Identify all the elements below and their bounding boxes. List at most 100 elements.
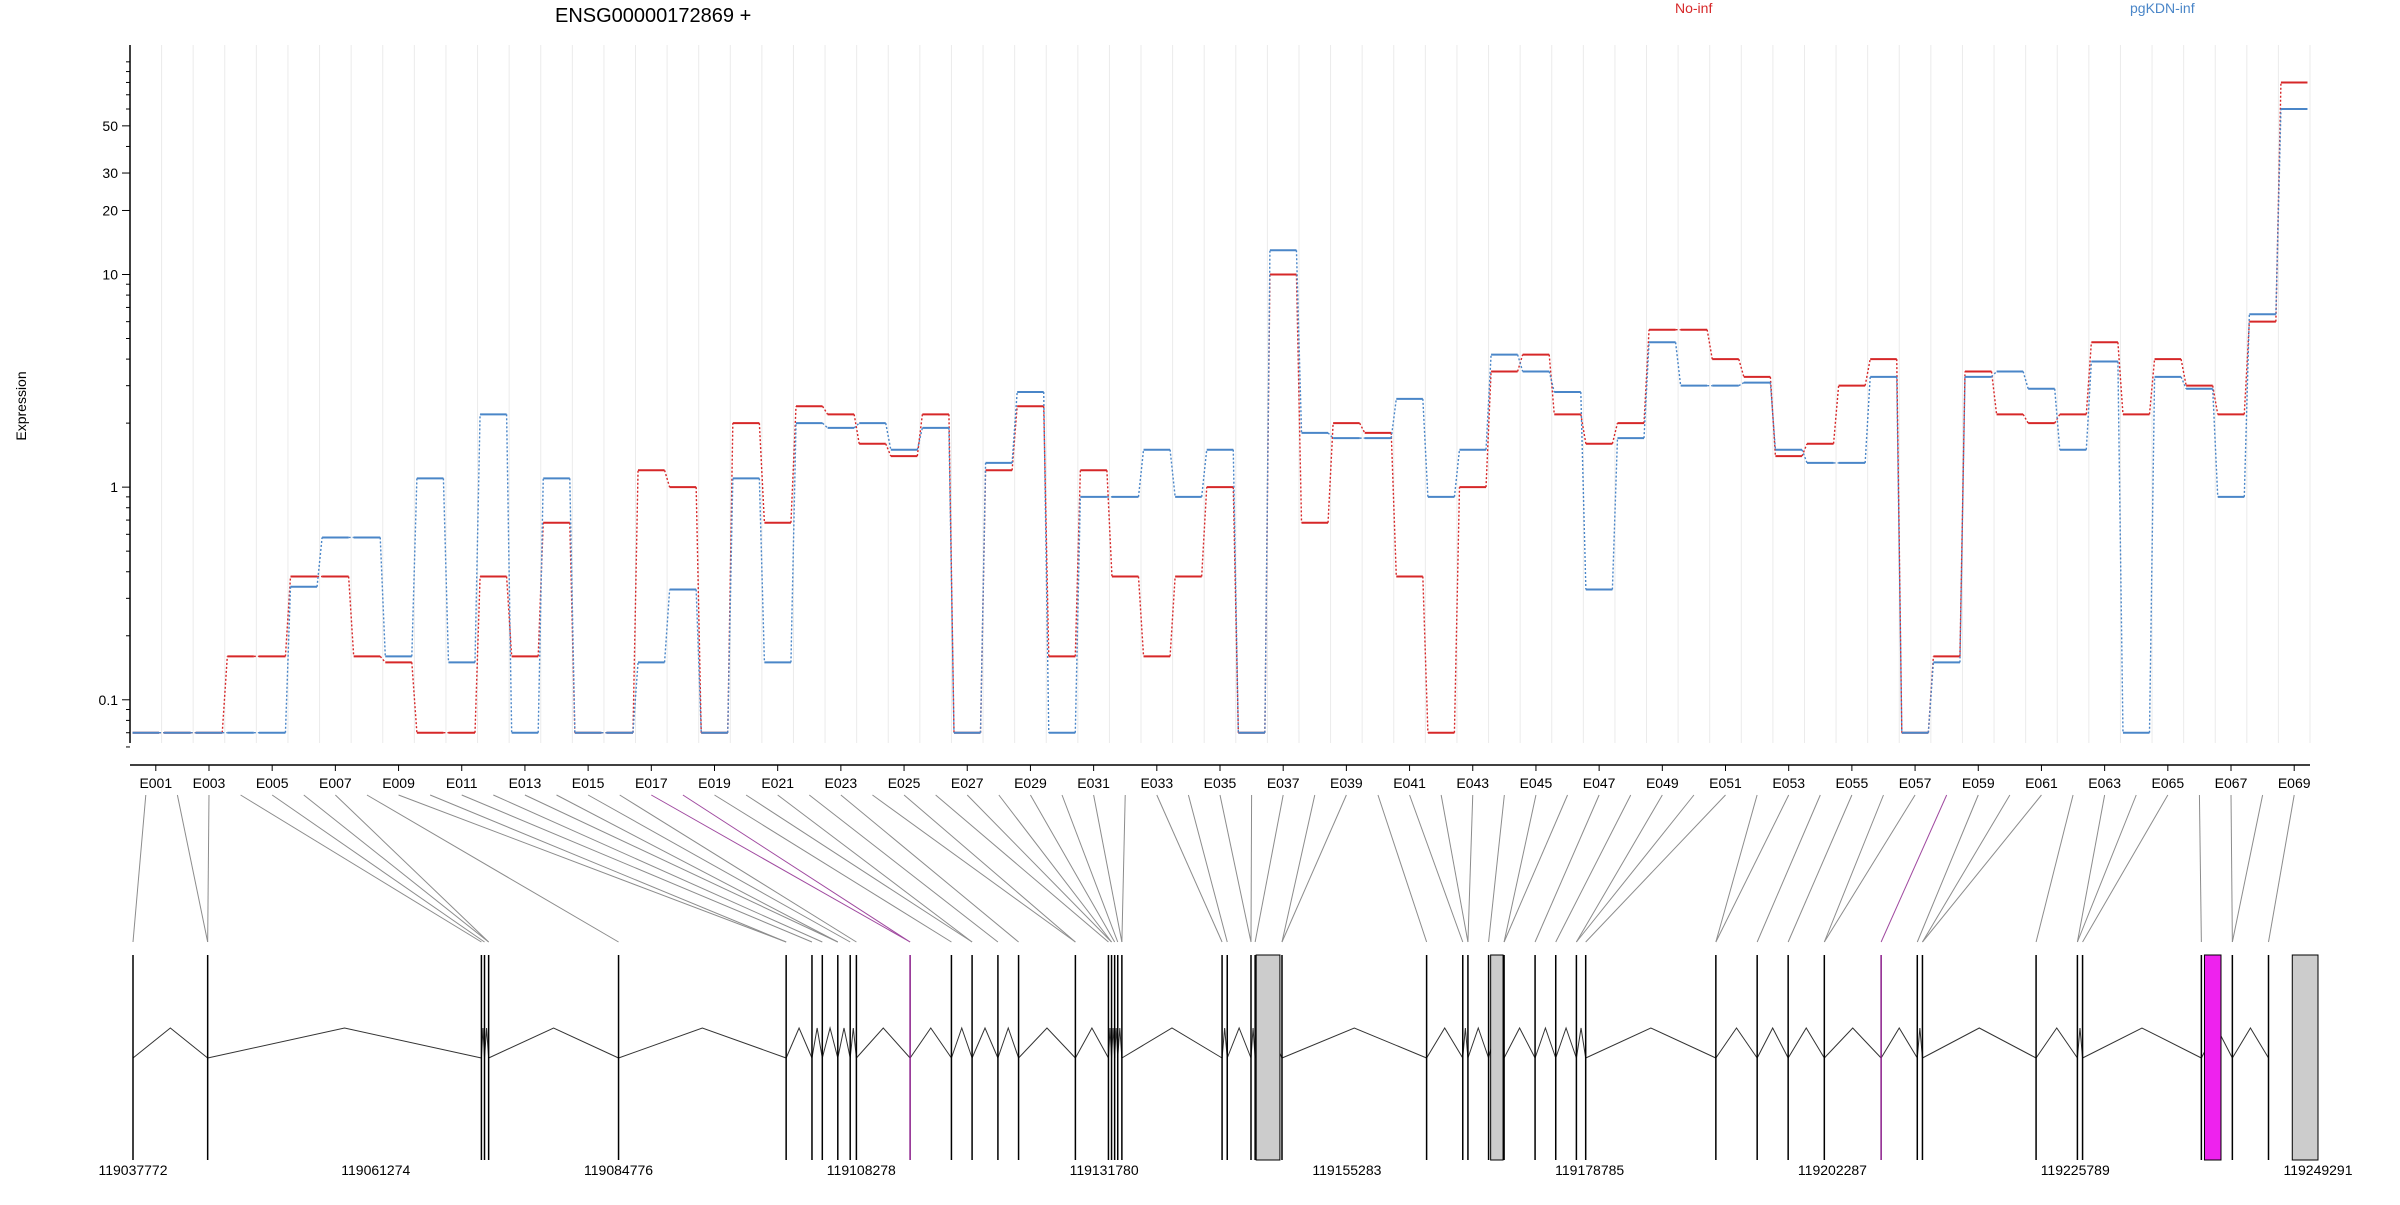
intron xyxy=(207,1027,482,1059)
exon-connector-line xyxy=(556,794,839,943)
exon-connector xyxy=(1738,382,1745,387)
exon-connector-line xyxy=(935,794,1109,943)
exon-connector-line xyxy=(1219,794,1252,943)
genomic-tick-label: 119155283 xyxy=(1312,1162,1381,1178)
exon-connector xyxy=(916,414,924,457)
exon-connector-line xyxy=(808,794,999,943)
intron xyxy=(1880,1027,1918,1059)
exon-label: E059 xyxy=(1962,775,1995,791)
exon-connector-line xyxy=(1377,794,1428,943)
exon-connector xyxy=(1738,358,1745,378)
exon-connector xyxy=(1611,438,1619,590)
exon-connector xyxy=(758,423,766,523)
exon-label: E067 xyxy=(2215,775,2248,791)
exon-connector xyxy=(1864,358,1871,386)
intron xyxy=(2082,1027,2202,1059)
intron xyxy=(1787,1027,1825,1059)
exon-label: E063 xyxy=(2088,775,2121,791)
exon-connector xyxy=(1422,398,1429,497)
exon-connector-line xyxy=(1281,794,1347,943)
exon-connector xyxy=(1832,385,1840,444)
exon-connector-line xyxy=(1922,794,2042,943)
exon-connector-line xyxy=(1576,794,1695,943)
exon-connector xyxy=(1074,470,1082,657)
exon-box xyxy=(2203,954,2222,1161)
intron xyxy=(2035,1027,2078,1059)
exon-connector-line xyxy=(240,794,482,943)
exon-connector xyxy=(474,414,481,663)
exon-connector-line xyxy=(398,794,787,943)
exon-connector-line xyxy=(619,794,857,943)
exon-connector-line xyxy=(2035,794,2074,943)
exon-connector-line xyxy=(682,794,911,943)
intron xyxy=(618,1027,787,1059)
intron xyxy=(950,1026,973,1059)
exon-connector xyxy=(1074,496,1082,733)
exon-connector-line xyxy=(1467,794,1474,943)
exon-connector-line xyxy=(1409,794,1464,943)
y-tick-label: 50 xyxy=(102,118,118,134)
exon-connector-line xyxy=(1823,794,1916,943)
exon-connector-line xyxy=(524,794,839,943)
exon-connector xyxy=(505,414,513,733)
exon-connector xyxy=(948,427,955,733)
exon-label: E035 xyxy=(1204,775,1237,791)
exon-label: E057 xyxy=(1899,775,1932,791)
exon-label: E041 xyxy=(1393,775,1426,791)
exon-label: E049 xyxy=(1646,775,1679,791)
y-tick-label: 30 xyxy=(102,165,118,181)
exon-connector xyxy=(663,470,671,488)
intron xyxy=(837,1027,851,1059)
exon-connector xyxy=(221,656,229,733)
exon-connector-line xyxy=(1555,794,1632,943)
y-tick-label: 1 xyxy=(110,479,118,495)
intron xyxy=(1018,1027,1076,1059)
exon-connector xyxy=(1990,371,1998,415)
exon-connector xyxy=(790,406,797,523)
exon-connector-line xyxy=(1187,794,1228,943)
exon-connector-line xyxy=(1093,794,1123,943)
exon-connector xyxy=(1327,432,1334,439)
exon-connector-line xyxy=(1281,794,1316,943)
exon-connector xyxy=(758,478,766,663)
exon-label: E055 xyxy=(1836,775,1869,791)
exon-connector xyxy=(695,487,702,733)
exon-connector xyxy=(1548,371,1555,393)
y-tick-label: 10 xyxy=(102,266,118,282)
intron xyxy=(1922,1027,2037,1059)
exon-label: E053 xyxy=(1772,775,1805,791)
intron xyxy=(1467,1026,1490,1059)
exon-connector xyxy=(2180,358,2187,386)
exon-connector xyxy=(1706,329,1713,360)
exon-connector-line xyxy=(2076,794,2106,943)
exon-connector xyxy=(1959,376,1966,663)
exon-connector-line xyxy=(1823,794,1884,943)
exon-connector-line xyxy=(1756,794,1821,943)
exon-connector xyxy=(1959,371,1966,657)
exon-label: E061 xyxy=(2025,775,2058,791)
exon-connector-line xyxy=(176,794,209,943)
exon-connector xyxy=(347,576,355,657)
intron xyxy=(821,1026,839,1059)
exon-connector xyxy=(2085,361,2093,450)
intron xyxy=(2076,1027,2084,1059)
series-no-inf xyxy=(132,81,2308,734)
exon-connector-line xyxy=(651,794,911,943)
exon-connector-line xyxy=(998,794,1112,943)
exon-connector-line xyxy=(1715,794,1790,943)
exon-connector xyxy=(1137,576,1145,657)
intron xyxy=(1462,1027,1469,1059)
exon-connector xyxy=(2148,376,2156,733)
grid-lines xyxy=(129,45,2311,743)
exon-connector xyxy=(2243,314,2251,497)
exon-connector xyxy=(1896,376,1903,733)
exon-connector xyxy=(1485,371,1492,488)
intron xyxy=(1074,1026,1109,1059)
exon-connector xyxy=(1043,406,1050,657)
exon-connector-line xyxy=(1503,794,1537,943)
exon-connector-line xyxy=(1880,794,1948,943)
intron xyxy=(997,1026,1020,1059)
exon-connector-line xyxy=(2076,794,2137,943)
genomic-tick-label: 119249291 xyxy=(2283,1162,2352,1178)
